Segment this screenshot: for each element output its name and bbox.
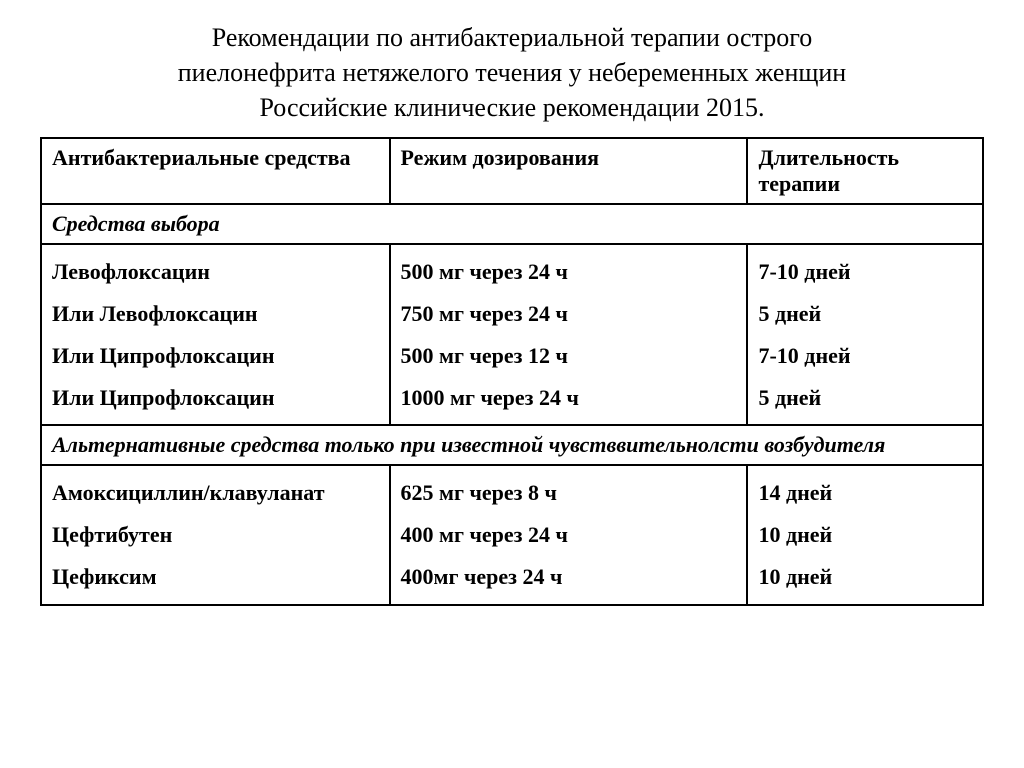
duration-cell: 14 дней10 дней10 дней [747,465,983,604]
header-dosing: Режим дозирования [390,138,748,204]
section-label-row: Альтернативные средства только при извес… [41,425,983,465]
duration-cell-line: 10 дней [758,556,972,598]
drug-cell: Амоксициллин/клавуланатЦефтибутенЦефикси… [41,465,390,604]
drug-cell-line: Цефтибутен [52,514,379,556]
dose-cell-line: 625 мг через 8 ч [401,472,737,514]
table-header-row: Антибактериальные средства Режим дозиров… [41,138,983,204]
table-row: Амоксициллин/клавуланатЦефтибутенЦефикси… [41,465,983,604]
drug-cell-line: Цефиксим [52,556,379,598]
dose-cell-line: 400мг через 24 ч [401,556,737,598]
dose-cell-line: 750 мг через 24 ч [401,293,737,335]
drug-cell-line: Или Ципрофлоксацин [52,377,379,419]
therapy-table: Антибактериальные средства Режим дозиров… [40,137,984,606]
page-title: Рекомендации по антибактериальной терапи… [40,20,984,125]
duration-cell-line: 5 дней [758,293,972,335]
duration-cell: 7-10 дней5 дней7-10 дней5 дней [747,244,983,425]
table-row: ЛевофлоксацинИли ЛевофлоксацинИли Ципроф… [41,244,983,425]
dose-cell-line: 500 мг через 12 ч [401,335,737,377]
section-label: Альтернативные средства только при извес… [41,425,983,465]
dose-cell: 625 мг через 8 ч400 мг через 24 ч400мг ч… [390,465,748,604]
duration-cell-line: 7-10 дней [758,335,972,377]
drug-cell-line: Амоксициллин/клавуланат [52,472,379,514]
section-label-row: Средства выбора [41,204,983,244]
dose-cell-line: 500 мг через 24 ч [401,251,737,293]
title-line-3: Российские клинические рекомендации 2015… [259,93,764,122]
title-line-1: Рекомендации по антибактериальной терапи… [212,23,813,52]
dose-cell-line: 400 мг через 24 ч [401,514,737,556]
header-duration: Длительность терапии [747,138,983,204]
duration-cell-line: 5 дней [758,377,972,419]
duration-cell-line: 10 дней [758,514,972,556]
drug-cell-line: Левофлоксацин [52,251,379,293]
dose-cell: 500 мг через 24 ч750 мг через 24 ч500 мг… [390,244,748,425]
drug-cell: ЛевофлоксацинИли ЛевофлоксацинИли Ципроф… [41,244,390,425]
drug-cell-line: Или Левофлоксацин [52,293,379,335]
header-drugs: Антибактериальные средства [41,138,390,204]
title-line-2: пиелонефрита нетяжелого течения у небере… [178,58,846,87]
section-label: Средства выбора [41,204,983,244]
dose-cell-line: 1000 мг через 24 ч [401,377,737,419]
duration-cell-line: 14 дней [758,472,972,514]
duration-cell-line: 7-10 дней [758,251,972,293]
drug-cell-line: Или Ципрофлоксацин [52,335,379,377]
